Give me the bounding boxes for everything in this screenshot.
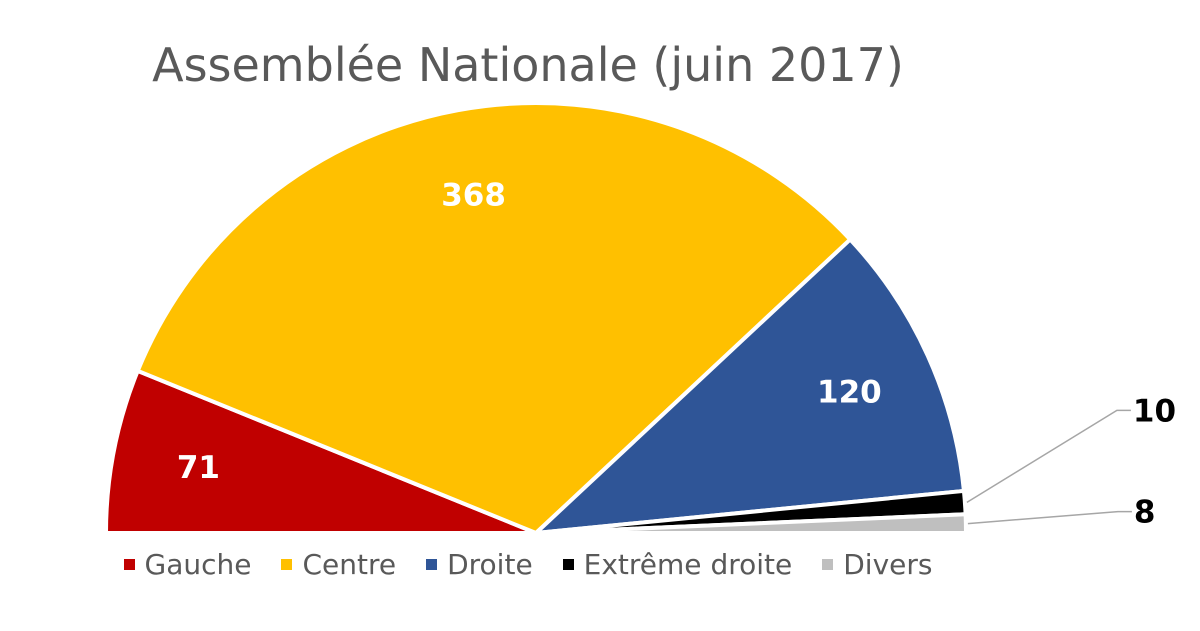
legend-item-droite: Droite	[426, 548, 533, 581]
slice-droite	[534, 237, 966, 535]
legend-label-droite: Droite	[447, 548, 533, 581]
data-label-extreme-droite: 10	[1133, 393, 1176, 429]
legend-swatch-centre	[281, 559, 293, 570]
leader-line-divers	[967, 510, 1132, 525]
data-label-divers: 8	[1134, 495, 1156, 531]
slice-divers	[534, 512, 968, 535]
legend-swatch-gauche	[123, 559, 135, 570]
legend-item-extreme-droite: Extrême droite	[562, 548, 793, 581]
legend-label-divers: Divers	[843, 548, 933, 581]
data-label-droite: 120	[817, 374, 882, 410]
data-labels: 71 368 120 10 8	[177, 178, 1176, 531]
legend-label-gauche: Gauche	[144, 548, 252, 581]
legend-label-extreme-droite: Extrême droite	[583, 548, 793, 581]
data-label-gauche: 71	[177, 450, 220, 486]
legend-swatch-extreme-droite	[562, 559, 574, 570]
pie-slices	[104, 101, 968, 535]
data-label-centre: 368	[441, 178, 506, 214]
legend-swatch-droite	[426, 559, 438, 570]
legend: Gauche Centre Droite Extrême droite Divers	[0, 548, 1056, 581]
slice-gauche	[104, 368, 538, 535]
chart-title: Assemblée Nationale (juin 2017)	[152, 38, 904, 92]
legend-swatch-divers	[822, 559, 834, 570]
legend-item-gauche: Gauche	[123, 548, 252, 581]
slice-centre	[135, 101, 853, 535]
legend-label-centre: Centre	[302, 548, 397, 581]
legend-item-divers: Divers	[822, 548, 932, 581]
leader-lines	[966, 409, 1132, 525]
legend-item-centre: Centre	[281, 548, 396, 581]
leader-line-extreme-droite	[966, 409, 1131, 504]
